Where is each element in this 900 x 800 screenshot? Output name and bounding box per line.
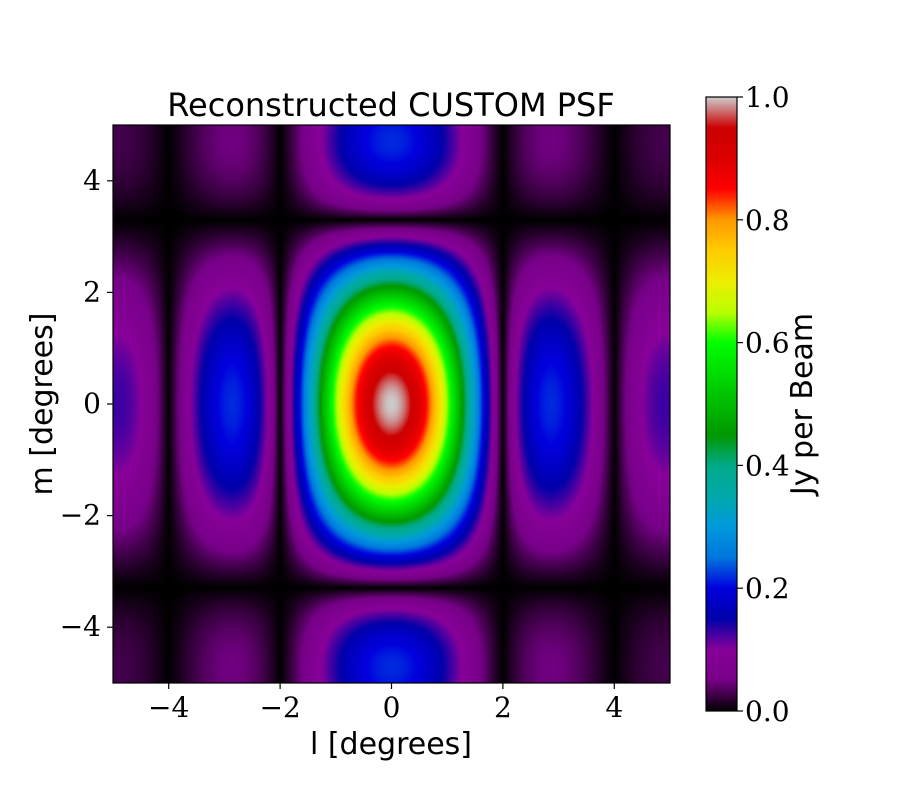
colorbar-label: Jy per Beam: [785, 313, 820, 497]
x-axis-ticks: −4 −2 0 2 4: [148, 683, 623, 724]
x-axis-label: l [degrees]: [310, 727, 472, 762]
colorbar-tick-label: 0.6: [745, 327, 790, 360]
colorbar: 0.0 0.2 0.4 0.6 0.8 1.0 Jy per Beam: [705, 81, 820, 728]
y-axis-label: m [degrees]: [25, 313, 60, 496]
colorbar-gradient: [706, 97, 737, 711]
psf-heatmap: [113, 125, 670, 683]
x-tick-label: −2: [259, 691, 300, 724]
colorbar-tick-label: 0.0: [745, 695, 790, 728]
x-tick-label: 2: [494, 691, 512, 724]
y-tick-label: −2: [60, 499, 101, 532]
x-tick-label: 0: [383, 691, 401, 724]
y-tick-label: 0: [83, 387, 101, 420]
y-axis-ticks: −4 −2 0 2 4: [60, 164, 113, 643]
psf-heatmap-image: [113, 125, 670, 683]
x-tick-label: −4: [148, 691, 189, 724]
y-tick-label: 2: [83, 275, 101, 308]
y-tick-label: −4: [60, 610, 101, 643]
colorbar-tick-label: 0.2: [745, 572, 790, 605]
colorbar-tick-label: 0.8: [745, 204, 790, 237]
colorbar-tick-label: 1.0: [745, 81, 790, 114]
colorbar-tick-label: 0.4: [745, 449, 790, 482]
colorbar-frame: [705, 96, 738, 712]
y-tick-label: 4: [83, 164, 101, 197]
x-tick-label: 4: [605, 691, 623, 724]
chart-title: Reconstructed CUSTOM PSF: [167, 86, 615, 124]
colorbar-ticks: 0.0 0.2 0.4 0.6 0.8 1.0: [737, 81, 790, 728]
